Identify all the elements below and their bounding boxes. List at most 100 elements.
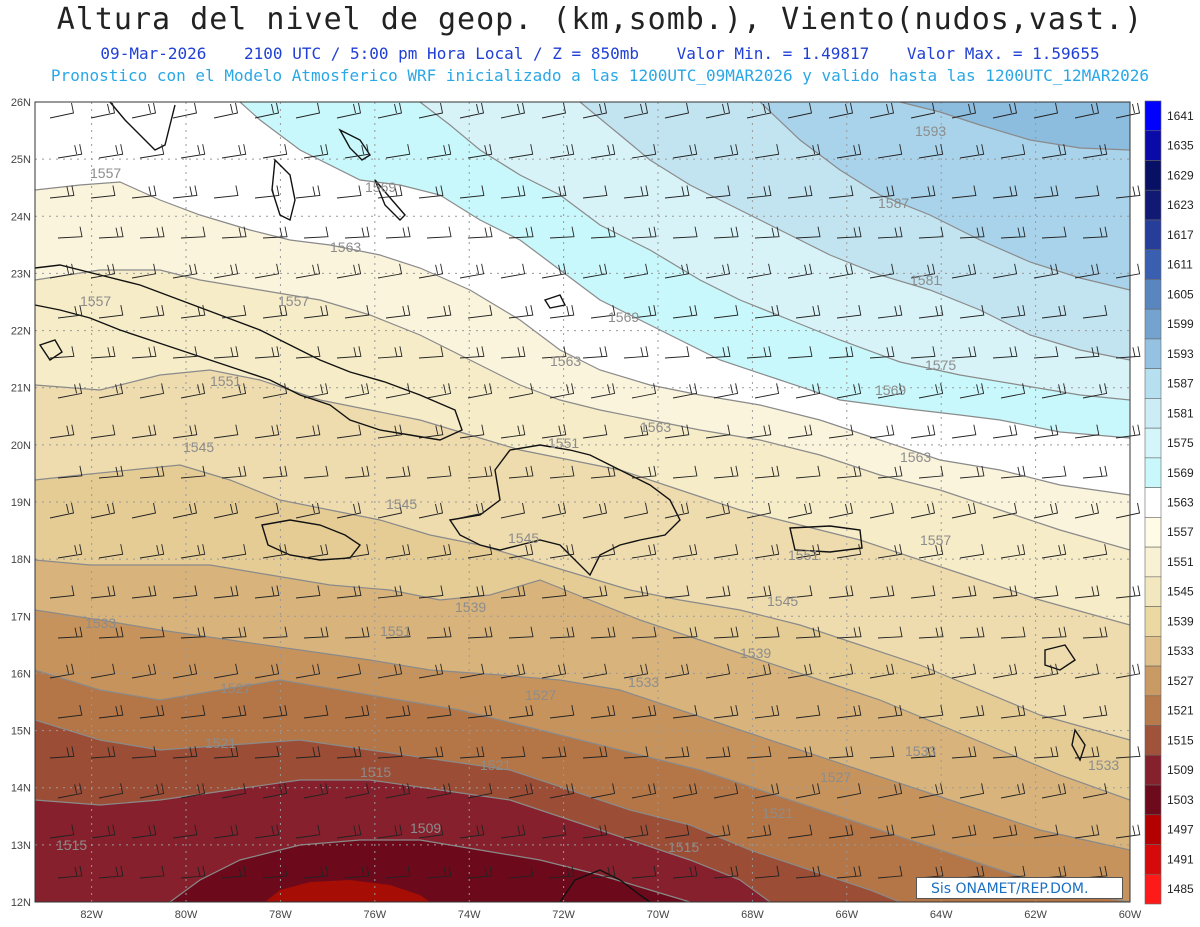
legend-label: 1521 xyxy=(1167,704,1194,718)
wind-barb xyxy=(1082,226,1108,239)
wind-barb xyxy=(221,705,247,719)
contour-label: 1557 xyxy=(80,293,111,309)
wind-barb xyxy=(377,746,403,759)
wind-barb xyxy=(541,585,567,599)
wind-barb xyxy=(869,746,895,759)
wind-barb xyxy=(303,305,329,319)
wind-barb xyxy=(344,544,370,559)
wind-barb xyxy=(98,144,124,159)
wind-barb xyxy=(631,544,657,559)
wind-barb xyxy=(992,502,1018,519)
wind-barb xyxy=(549,705,575,719)
legend-label: 1497 xyxy=(1167,823,1194,837)
wind-barb xyxy=(869,346,895,359)
wind-barb xyxy=(836,226,862,239)
wind-barb xyxy=(705,746,731,759)
wind-barb xyxy=(500,746,526,759)
wind-barb xyxy=(672,144,698,159)
wind-barb xyxy=(590,783,616,799)
wind-barb xyxy=(754,226,780,239)
wind-barb xyxy=(467,865,493,879)
legend-swatch xyxy=(1144,487,1162,518)
wind-barb xyxy=(213,102,239,119)
wind-barb xyxy=(1000,705,1026,719)
wind-barb xyxy=(49,263,75,279)
wind-barb xyxy=(131,102,157,119)
wind-barb xyxy=(303,144,329,159)
legend-label: 1557 xyxy=(1167,525,1194,539)
wind-barb xyxy=(1115,102,1141,119)
wind-barb xyxy=(869,585,895,599)
wind-barb xyxy=(582,585,608,599)
wind-barb xyxy=(295,663,321,679)
wind-barb xyxy=(131,185,157,199)
band-1587-1593 xyxy=(760,102,1130,290)
wind-barb xyxy=(221,226,247,239)
wind-barb xyxy=(705,424,731,439)
wind-barb xyxy=(180,383,206,399)
contour-label: 1545 xyxy=(386,496,417,512)
wind-barb xyxy=(1000,783,1026,799)
legend-swatch xyxy=(1144,517,1162,548)
wind-barb xyxy=(221,544,247,559)
wind-barb xyxy=(828,102,854,119)
wind-barb xyxy=(549,226,575,239)
wind-barb xyxy=(262,705,288,719)
legend-swatch xyxy=(1144,695,1162,726)
wind-barb xyxy=(664,263,690,279)
wind-barb xyxy=(459,263,485,279)
wind-barb xyxy=(869,663,895,679)
wind-barb xyxy=(336,824,362,839)
lat-tick-label: 26N xyxy=(11,97,31,109)
wind-barb xyxy=(795,383,821,399)
wind-barb xyxy=(590,626,616,639)
wind-barb xyxy=(172,185,198,199)
wind-barb xyxy=(303,383,329,399)
wind-barb xyxy=(90,746,116,759)
wind-barb xyxy=(631,305,657,319)
legend-label: 1563 xyxy=(1167,496,1194,510)
wind-barb xyxy=(418,824,444,839)
wind-barb xyxy=(541,663,567,679)
wind-barb xyxy=(664,585,690,599)
wind-barb xyxy=(795,865,821,879)
wind-barb xyxy=(754,783,780,799)
lon-tick-label: 80W xyxy=(175,909,198,921)
wind-barb xyxy=(541,746,567,759)
wind-barb xyxy=(49,663,75,679)
wind-barb xyxy=(1115,263,1141,279)
wind-barb xyxy=(549,544,575,559)
wind-barb xyxy=(549,383,575,399)
legend-label: 1533 xyxy=(1167,644,1194,658)
lon-tick-label: 62W xyxy=(1024,909,1047,921)
wind-barb xyxy=(262,783,288,799)
wind-barb xyxy=(746,185,772,199)
wind-barb xyxy=(582,346,608,359)
wind-barb xyxy=(508,865,534,879)
legend-swatch xyxy=(1144,249,1162,280)
wind-barb xyxy=(98,544,124,559)
wind-barb xyxy=(705,346,731,359)
wind-barb xyxy=(172,263,198,279)
wind-barb xyxy=(385,383,411,399)
wind-barb xyxy=(344,305,370,319)
wind-barb xyxy=(180,865,206,879)
wind-barb xyxy=(1033,424,1059,439)
contour-label: 1557 xyxy=(90,165,121,181)
wind-barb xyxy=(795,226,821,239)
wind-barb xyxy=(262,626,288,639)
contour-label: 1587 xyxy=(878,195,909,211)
wind-barb xyxy=(787,263,813,279)
wind-barb xyxy=(303,626,329,639)
wind-barb xyxy=(795,626,821,639)
legend-label: 1515 xyxy=(1167,733,1194,747)
wind-barb xyxy=(172,585,198,599)
legend-swatch xyxy=(1144,308,1162,340)
lat-tick-label: 15N xyxy=(11,726,31,738)
contour-label: 1545 xyxy=(767,593,798,609)
wind-barb xyxy=(918,144,944,159)
wind-barb xyxy=(139,226,165,239)
wind-barb xyxy=(1000,626,1026,639)
wind-barb xyxy=(90,185,116,199)
wind-barb xyxy=(377,263,403,279)
